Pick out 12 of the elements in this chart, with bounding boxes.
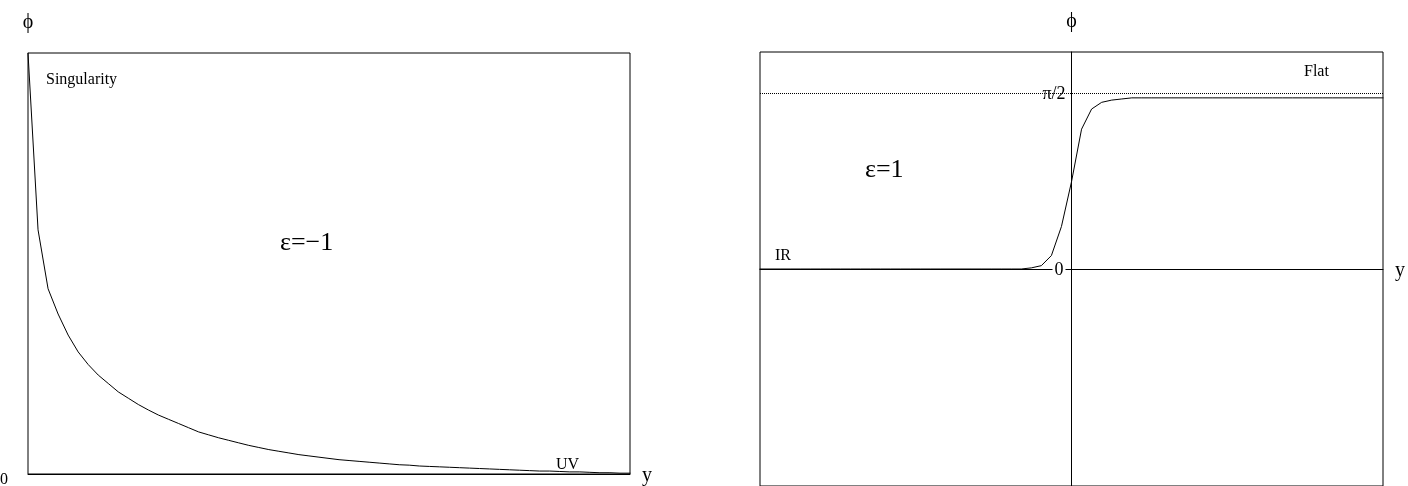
x-axis-title: y (1395, 258, 1405, 281)
y-tick-label: π/2 (1042, 83, 1066, 104)
annotation: UV (556, 454, 580, 472)
annotation: Flat (1304, 61, 1330, 79)
annotation: Singularity (46, 69, 118, 88)
annotation: IR (775, 245, 792, 263)
text: 0 (0, 469, 8, 486)
y-axis-title: ϕ (22, 10, 34, 33)
y-axis-title: ϕ (1066, 9, 1077, 32)
annotation: ε=1 (865, 153, 904, 183)
x-axis-title: y (642, 463, 652, 486)
annotation: ε=−1 (280, 226, 334, 256)
